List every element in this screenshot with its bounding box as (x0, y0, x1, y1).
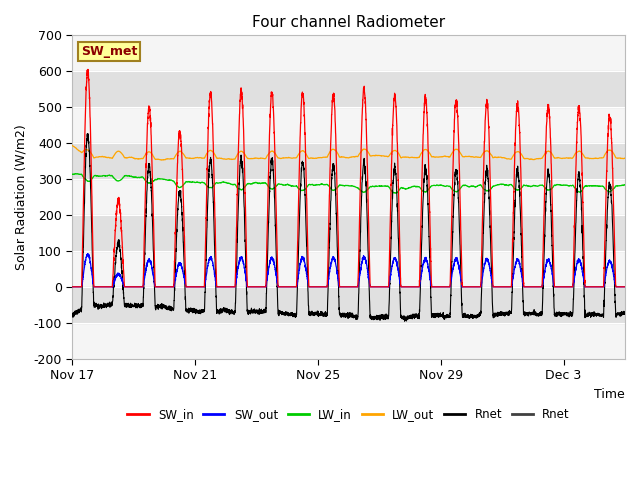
Text: SW_met: SW_met (81, 45, 137, 58)
Title: Four channel Radiometer: Four channel Radiometer (252, 15, 445, 30)
Bar (72, 143, 625, 179)
Bar (72, 71, 625, 107)
Y-axis label: Solar Radiation (W/m2): Solar Radiation (W/m2) (15, 124, 28, 270)
X-axis label: Time: Time (595, 388, 625, 401)
Bar (72, 287, 625, 323)
Bar (72, 215, 625, 251)
Legend: SW_in, SW_out, LW_in, LW_out, Rnet, Rnet: SW_in, SW_out, LW_in, LW_out, Rnet, Rnet (123, 403, 575, 426)
